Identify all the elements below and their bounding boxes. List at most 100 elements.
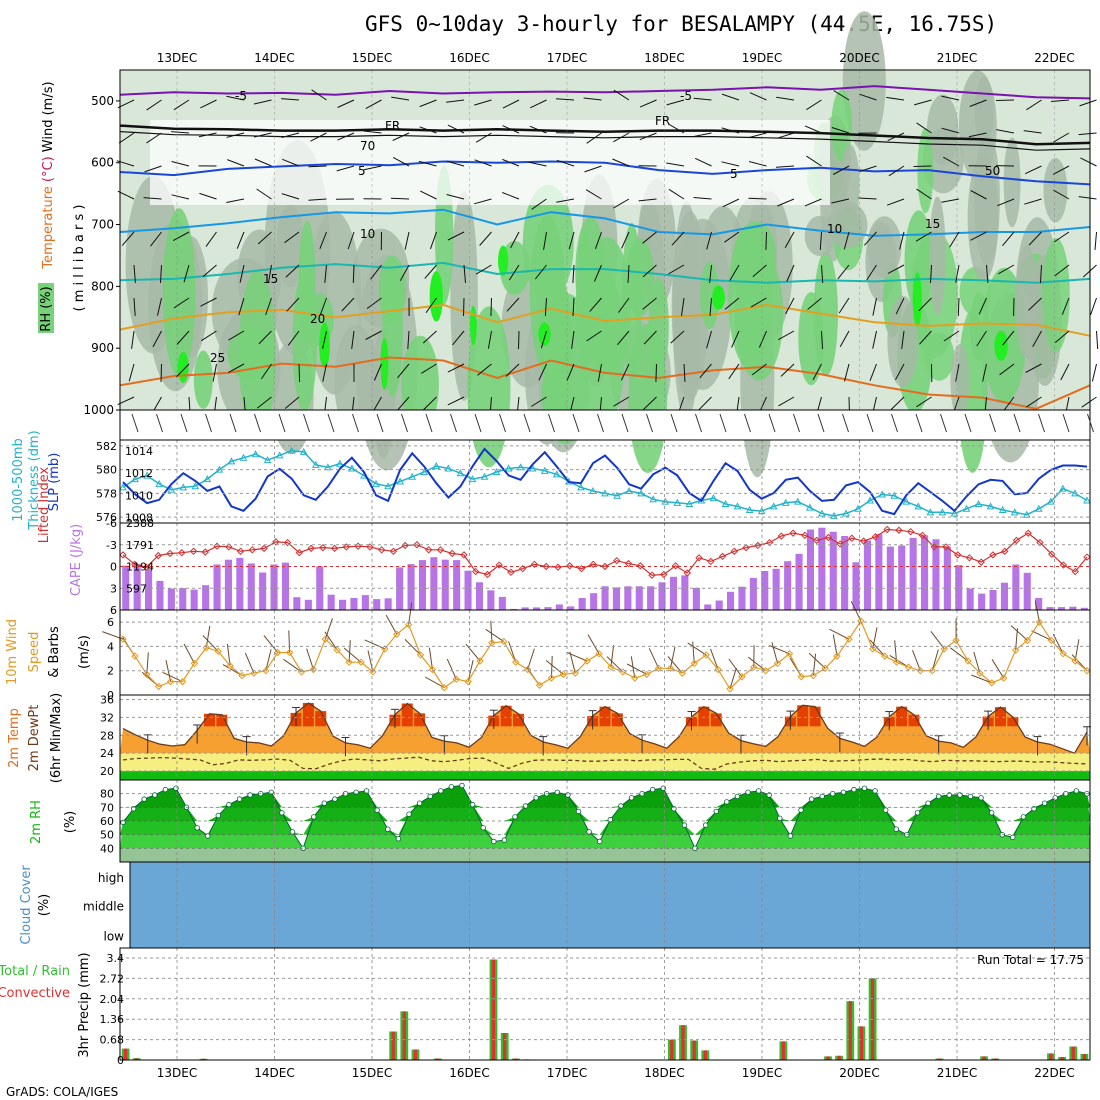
wind10m-point [952,636,960,645]
rh2m-point [194,825,200,831]
wind10m-point [1059,650,1067,658]
upper-wind-barb [776,132,795,139]
upper-wind-barb [556,198,575,203]
upper-wind-barb [143,197,162,200]
cape-bar [544,607,552,610]
temp-tick-label: 24 [100,747,114,760]
upper-wind-barb [943,330,960,342]
wind10m-point [595,650,603,658]
surface-barb [401,413,408,433]
lifted-index-point [895,526,903,534]
thickness-point [1059,484,1067,492]
precip-tick-label: 3.4 [107,952,125,965]
wind10m-barb [729,667,737,690]
cape-bar [601,586,609,610]
rh-blob-gray [672,201,701,420]
upper-wind-barb [121,231,135,246]
upper-wind-barb [1028,297,1042,311]
upper-wind-barb [642,264,657,278]
wind10m-point [416,651,425,659]
lifted-index-ylabel-part-0: Lifted Index [37,466,52,543]
temp-ylabel-1-part-0: 2m Temp [7,708,22,768]
isotherm-label: 15 [263,272,278,286]
upper-wind-barb [812,363,822,381]
lifted-index-point [989,551,997,559]
upper-wind-barb [639,99,657,108]
cape-bar [339,599,347,610]
upper-wind-barb [583,97,602,101]
upper-wind-barb [670,330,685,344]
upper-air-ylabel-pressure: ( m i l l i b a r s ) [72,205,87,312]
upper-wind-barb [995,99,1015,101]
rh-blob-bright [538,322,551,346]
surface-barb [180,413,188,433]
lifted-index-point [824,533,833,542]
thickness-point [299,447,308,455]
rh2m-tick-label: 40 [100,842,114,855]
day-label-top: 14DEC [254,51,294,65]
slp-tick-label: 1012 [125,467,153,480]
cape-bar [418,560,426,610]
cape-bar [635,586,643,610]
thickness-point [179,483,188,491]
lifted-index-point [366,543,374,551]
thickness-point [1083,496,1091,504]
surface-barb [1013,413,1021,433]
slp-ylabel: SLP (mb) [47,453,62,512]
lifted-index-point [530,560,539,569]
cape-bar [784,561,792,610]
thickness-point [1047,497,1055,505]
temp-ylabel-3: (6hr Min/Max) [49,693,64,783]
thickness-point [396,477,404,485]
wind10m-point [547,674,556,682]
upper-wind-barb [593,264,602,282]
thickness-point [962,504,971,512]
wind10m-barb [545,660,564,675]
cape-bar [818,527,826,610]
precip-convective-bar [1049,1053,1053,1060]
rh2m-point [819,793,825,800]
surface-barb [523,413,531,433]
wind10m-barb [408,602,413,625]
temp-ylabel-1: 2m Temp [7,708,22,768]
rh2m-point [777,815,783,821]
thickness-point [552,470,561,478]
upper-wind-barb [968,132,987,138]
upper-wind-barb [890,396,905,410]
wind10m-point [559,670,568,679]
wind10m-point [880,652,889,660]
lifted-index-point [201,548,210,556]
upper-wind-barb [969,99,987,107]
surface-barb [572,413,580,433]
temp-tick-label: 20 [100,765,114,778]
upper-wind-barb [1053,231,1070,243]
upper-wind-barb [643,330,657,345]
rh2m-ylabel-units-part-0: (%) [63,811,78,834]
precip-convective-bar [135,1058,139,1060]
upper-wind-barb [463,297,465,317]
upper-wind-barb [585,189,602,200]
cape-bar [202,585,210,610]
thickness-point [902,497,911,505]
upper-wind-barb [347,231,355,250]
wind10m-point [797,673,806,681]
cape-tick-label: 2388 [126,517,154,530]
surface-barb [621,413,629,433]
upper-wind-barb [642,231,657,244]
upper-wind-barb [282,158,300,167]
isotherm-label: FR [385,119,400,133]
thickness-point [444,464,453,472]
upper-wind-barb [530,99,547,109]
thickness-point [818,509,826,517]
cape-bar [384,598,392,610]
surface-barb-strip [119,409,1091,441]
upper-wind-barb [351,330,355,349]
surface-barb [646,413,653,433]
upper-wind-barb [418,160,437,167]
lifted-index-point [119,551,127,559]
rh2m-point [533,795,539,801]
upper-wind-barb [392,132,410,141]
cape-bar [190,589,198,610]
chart-marks [102,11,1099,1060]
